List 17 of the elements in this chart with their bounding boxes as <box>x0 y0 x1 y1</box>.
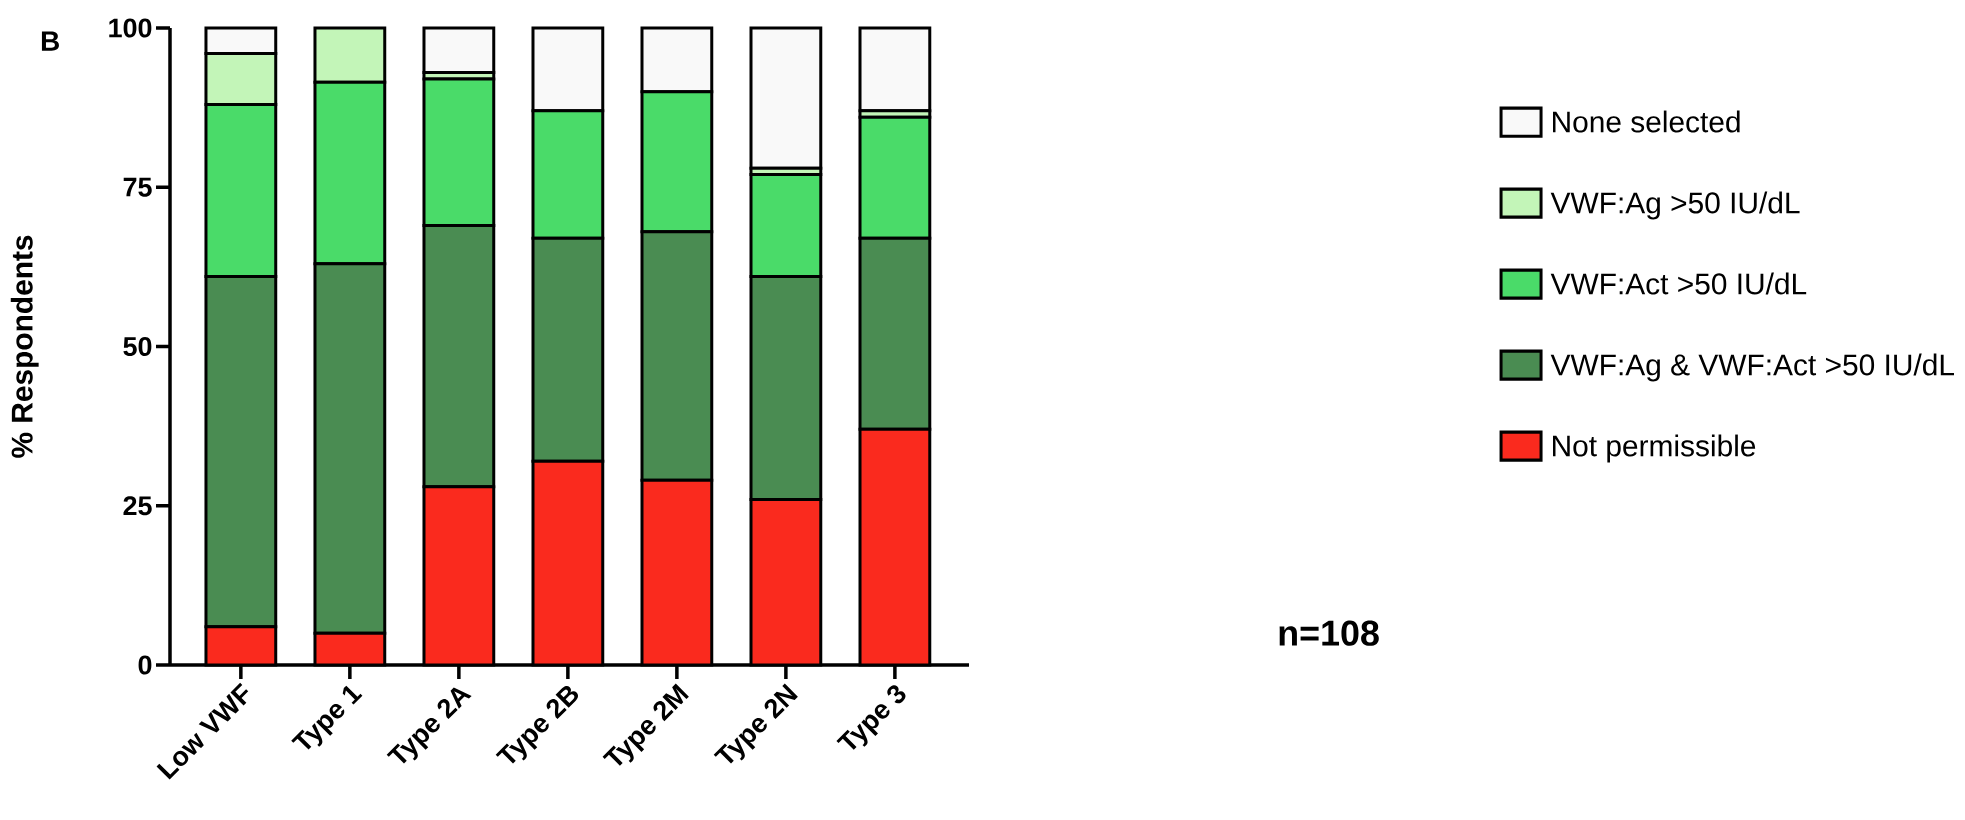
legend-label: None selected <box>1553 110 1740 133</box>
y-tick-label: 75 <box>123 177 152 197</box>
y-tick-label: 0 <box>138 655 152 675</box>
legend-label: Not permissible <box>1553 434 1756 463</box>
text: n=108 <box>1279 620 1379 646</box>
legend-label: VWF:Act >50 IU/dL <box>1550 272 1807 295</box>
x-tick-label: Type 2B <box>495 685 579 764</box>
bar <box>749 26 823 170</box>
legend-label: VWF:Ag >50 IU/dL <box>1550 191 1800 220</box>
y-tick-label: 100 <box>109 18 152 38</box>
y-axis-title: % Respondents <box>10 235 39 458</box>
legend-label: VWF:Ag & VWF:Act >50 IU/dL <box>1550 353 1954 382</box>
text: B <box>41 31 59 51</box>
x-tick-label: Type 2N <box>713 683 798 764</box>
y-tick-label: 50 <box>123 336 152 357</box>
x-tick-label: Type 2A <box>386 687 472 764</box>
y-tick-label: 25 <box>123 496 152 516</box>
